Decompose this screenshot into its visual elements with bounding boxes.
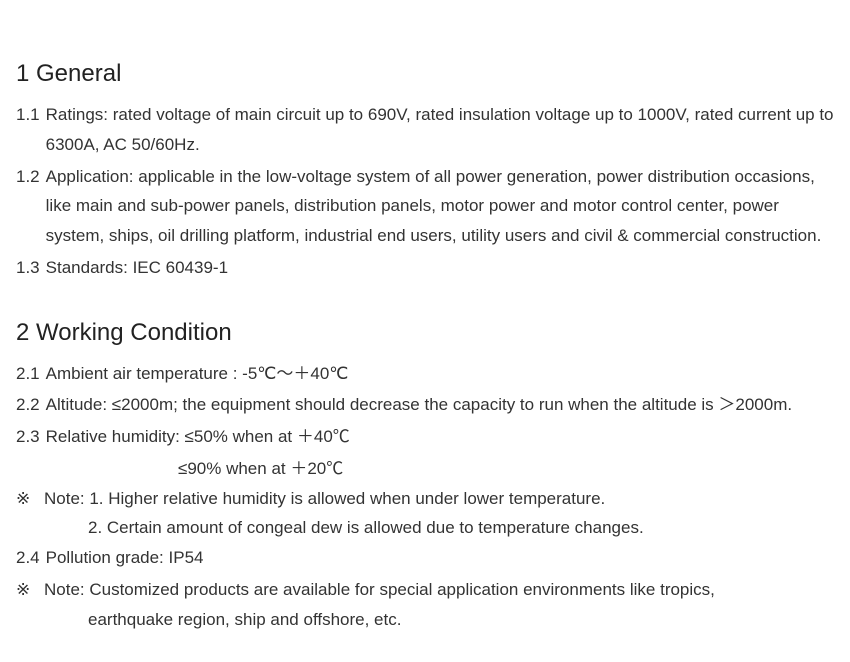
item-number: 2.1	[16, 359, 46, 389]
item-text: Standards: IEC 60439-1	[46, 253, 834, 283]
item-2-3: 2.3 Relative humidity: ≤50% when at ＋40℃	[16, 422, 834, 452]
item-1-3: 1.3 Standards: IEC 60439-1	[16, 253, 834, 283]
section-1-heading: 1 General	[16, 60, 834, 88]
item-text: Ambient air temperature : -5℃～＋40℃	[46, 359, 834, 389]
item-number: 2.3	[16, 422, 46, 452]
note-marker-icon: ※	[16, 575, 44, 605]
item-number: 1.1	[16, 100, 46, 130]
item-number: 2.4	[16, 543, 46, 573]
item-2-1: 2.1 Ambient air temperature : -5℃～＋40℃	[16, 359, 834, 389]
note-marker-icon: ※	[16, 484, 44, 514]
item-text: Ratings: rated voltage of main circuit u…	[46, 100, 834, 160]
item-number: 1.3	[16, 253, 46, 283]
note-1-line-2: 2. Certain amount of congeal dew is allo…	[16, 513, 834, 543]
item-2-4: 2.4 Pollution grade: IP54	[16, 543, 834, 573]
humidity-sub-line: ≤90% when at ＋20℃	[16, 454, 834, 484]
note-1: ※ Note: 1. Higher relative humidity is a…	[16, 484, 834, 514]
item-number: 2.2	[16, 390, 46, 420]
note-text: Note: Customized products are available …	[44, 575, 834, 605]
note-text: Note: 1. Higher relative humidity is all…	[44, 484, 834, 514]
item-number: 1.2	[16, 162, 46, 192]
item-1-1: 1.1 Ratings: rated voltage of main circu…	[16, 100, 834, 160]
item-text: Relative humidity: ≤50% when at ＋40℃	[46, 422, 834, 452]
note-2: ※ Note: Customized products are availabl…	[16, 575, 834, 605]
item-2-2: 2.2 Altitude: ≤2000m; the equipment shou…	[16, 390, 834, 420]
item-text: Altitude: ≤2000m; the equipment should d…	[46, 390, 834, 420]
section-2-heading: 2 Working Condition	[16, 319, 834, 347]
item-1-2: 1.2 Application: applicable in the low-v…	[16, 162, 834, 251]
item-text: Pollution grade: IP54	[46, 543, 834, 573]
note-2-line-2: earthquake region, ship and offshore, et…	[16, 605, 834, 635]
item-text: Application: applicable in the low-volta…	[46, 162, 834, 251]
